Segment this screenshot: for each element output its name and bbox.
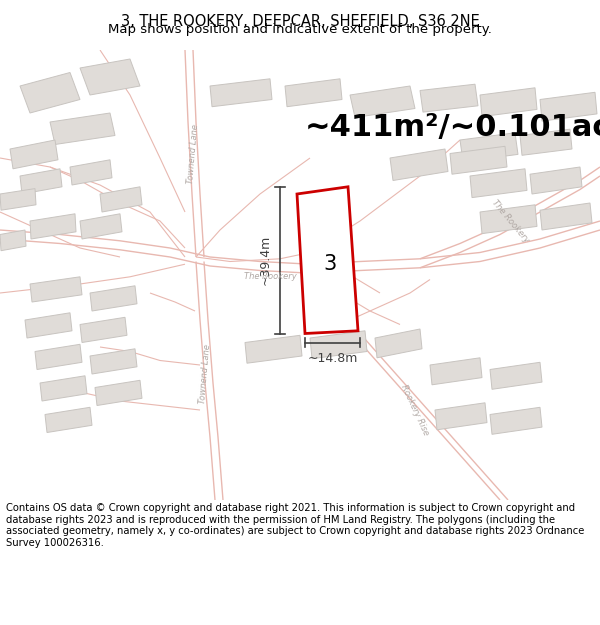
Polygon shape (490, 408, 542, 434)
Polygon shape (35, 344, 82, 369)
Polygon shape (30, 277, 82, 302)
Polygon shape (540, 203, 592, 230)
Polygon shape (490, 362, 542, 389)
Polygon shape (470, 169, 527, 198)
Polygon shape (20, 72, 80, 113)
Polygon shape (430, 357, 482, 385)
Text: ~14.8m: ~14.8m (307, 351, 358, 364)
Polygon shape (20, 169, 62, 194)
Polygon shape (80, 318, 127, 342)
Polygon shape (480, 88, 537, 117)
Polygon shape (520, 129, 572, 155)
Polygon shape (480, 205, 537, 234)
Polygon shape (0, 230, 26, 251)
Text: ~411m²/~0.101ac.: ~411m²/~0.101ac. (305, 113, 600, 142)
Text: The Rookery: The Rookery (244, 272, 296, 281)
Polygon shape (435, 402, 487, 430)
Text: The Rookery: The Rookery (490, 198, 530, 244)
Polygon shape (210, 79, 272, 107)
Text: 3: 3 (323, 254, 337, 274)
Polygon shape (95, 380, 142, 406)
Polygon shape (70, 160, 112, 185)
Polygon shape (390, 149, 448, 181)
Polygon shape (375, 329, 422, 357)
Text: Map shows position and indicative extent of the property.: Map shows position and indicative extent… (108, 23, 492, 36)
Text: ~39.4m: ~39.4m (259, 235, 272, 285)
Polygon shape (530, 167, 582, 194)
Text: Rookery Rise: Rookery Rise (399, 383, 431, 437)
Polygon shape (50, 113, 115, 144)
Polygon shape (40, 376, 87, 401)
Polygon shape (90, 349, 137, 374)
Polygon shape (245, 335, 302, 363)
Text: Townend Lane: Townend Lane (198, 344, 212, 404)
Polygon shape (30, 214, 76, 239)
Polygon shape (460, 132, 518, 162)
Polygon shape (25, 312, 72, 338)
Polygon shape (0, 189, 36, 210)
Polygon shape (100, 187, 142, 212)
Polygon shape (80, 214, 122, 239)
Text: Townend Lane: Townend Lane (186, 123, 200, 184)
Text: 3, THE ROOKERY, DEEPCAR, SHEFFIELD, S36 2NE: 3, THE ROOKERY, DEEPCAR, SHEFFIELD, S36 … (121, 14, 479, 29)
Polygon shape (310, 331, 367, 359)
Polygon shape (45, 408, 92, 432)
Polygon shape (450, 146, 507, 174)
Polygon shape (285, 79, 342, 107)
Polygon shape (10, 140, 58, 169)
Text: Contains OS data © Crown copyright and database right 2021. This information is : Contains OS data © Crown copyright and d… (6, 503, 584, 548)
Polygon shape (540, 92, 597, 121)
Polygon shape (350, 86, 415, 118)
Polygon shape (297, 187, 358, 334)
Polygon shape (80, 59, 140, 95)
Polygon shape (90, 286, 137, 311)
Polygon shape (420, 84, 478, 112)
